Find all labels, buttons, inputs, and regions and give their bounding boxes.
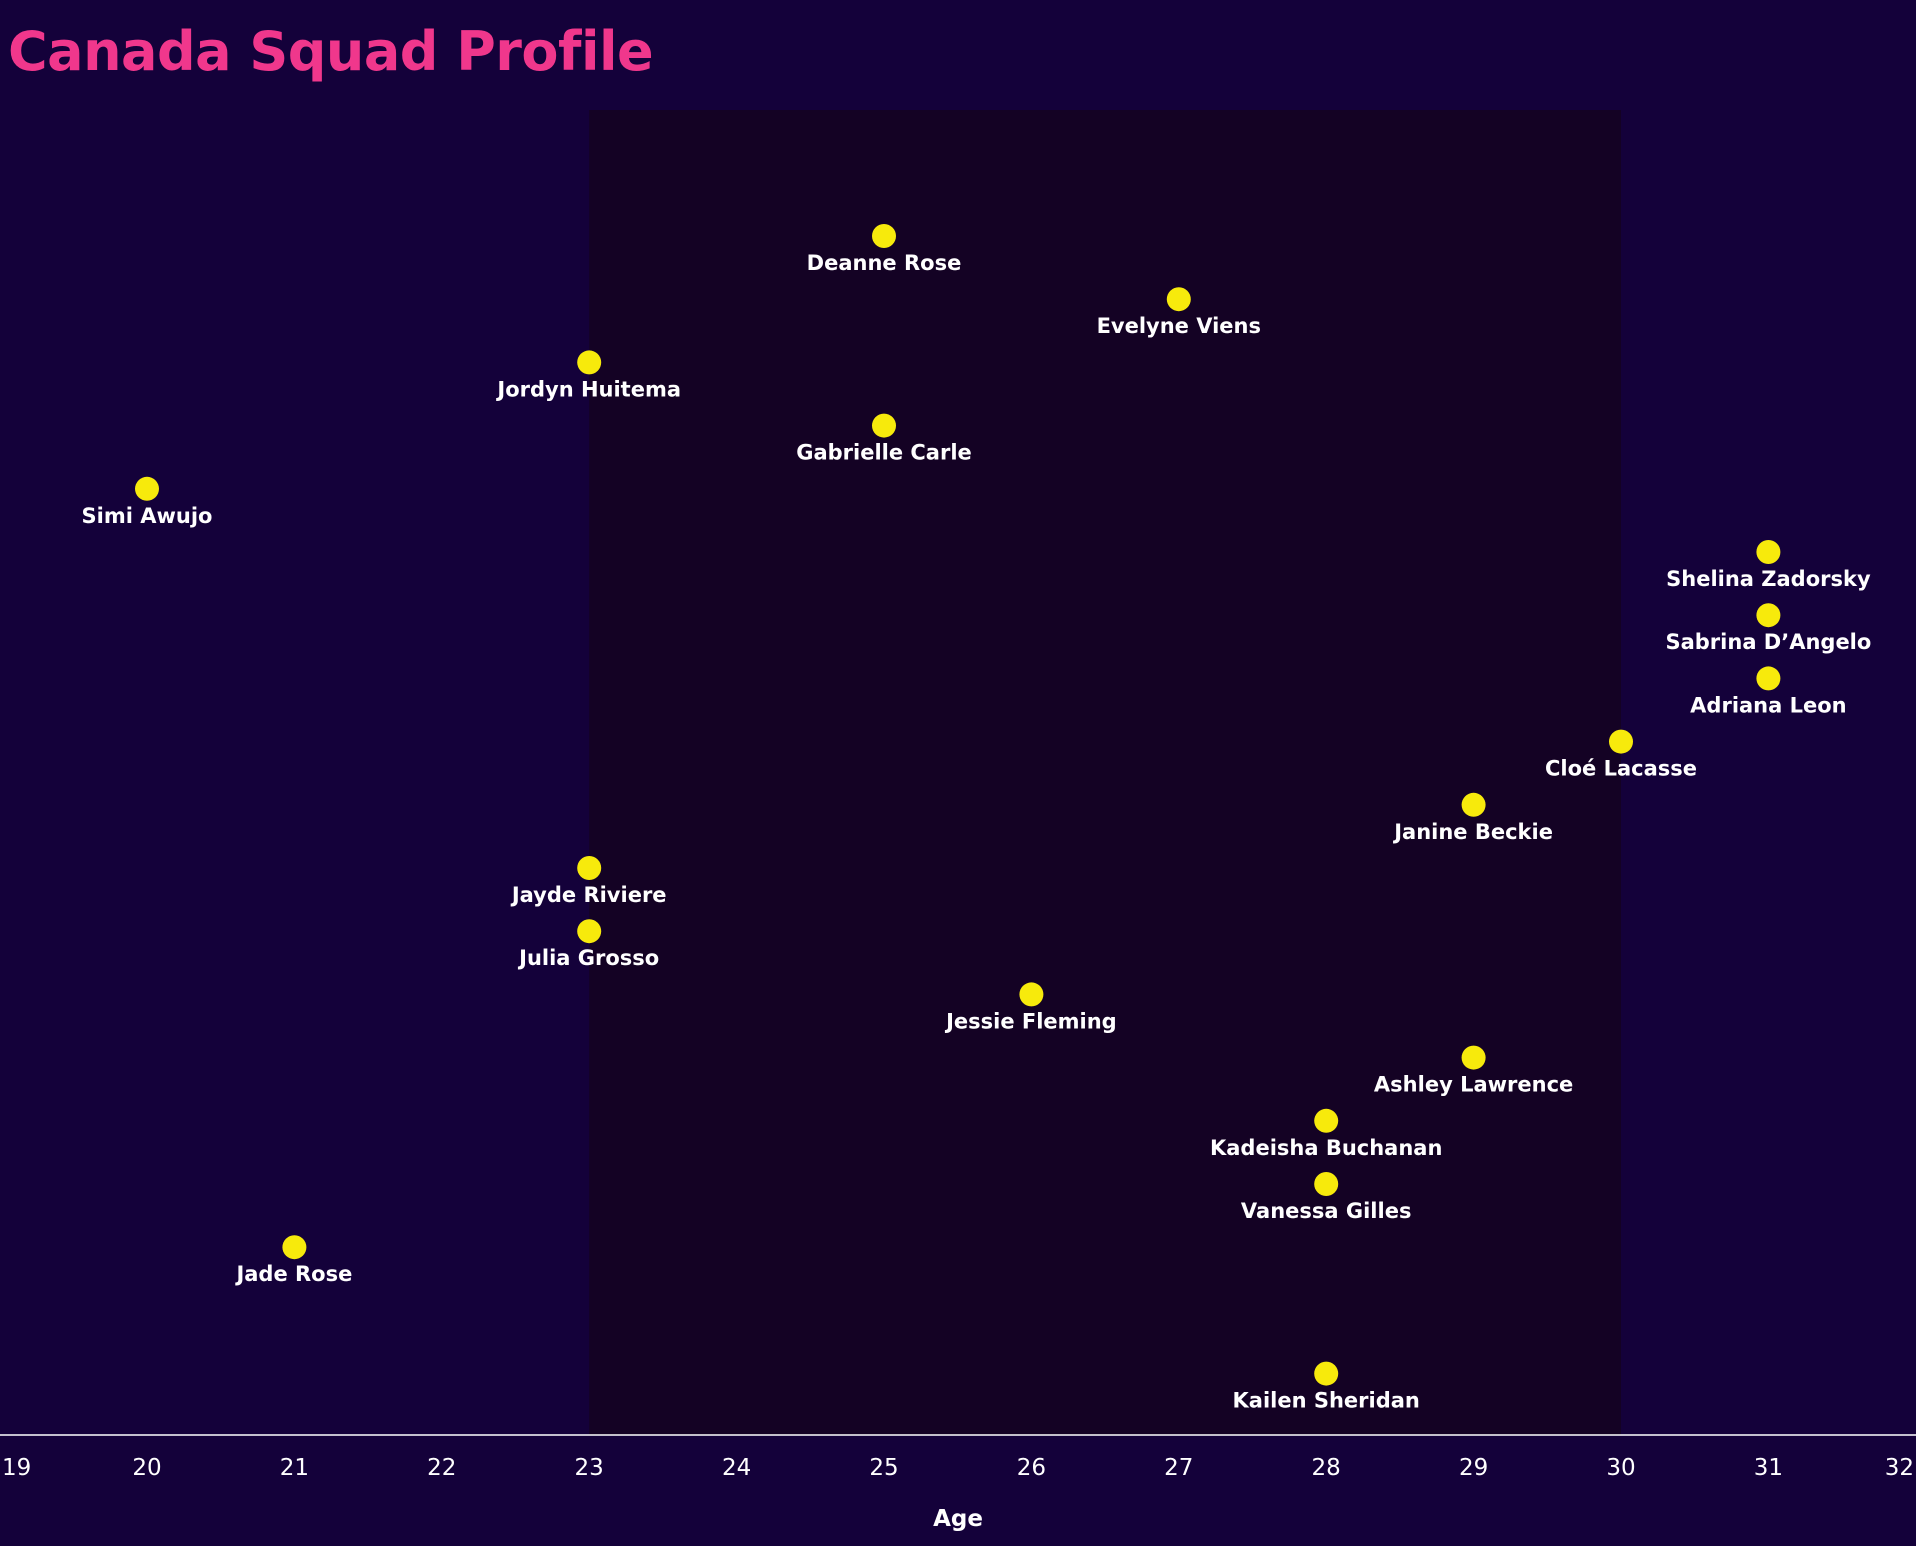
player-label: Cloé Lacasse xyxy=(1545,757,1697,781)
player-label: Julia Grosso xyxy=(517,946,659,970)
chart-title: Canada Squad Profile xyxy=(8,20,654,83)
x-tick-label: 32 xyxy=(1885,1455,1914,1481)
player-label: Vanessa Gilles xyxy=(1241,1199,1412,1223)
player-label: Jade Rose xyxy=(234,1262,352,1286)
player-point xyxy=(1461,792,1486,817)
player-point xyxy=(1166,287,1191,312)
x-tick-label: 22 xyxy=(427,1455,456,1481)
x-tick-label: 30 xyxy=(1606,1455,1635,1481)
x-tick-label: 21 xyxy=(280,1455,309,1481)
player-label: Simi Awujo xyxy=(82,504,213,528)
player-label: Adriana Leon xyxy=(1690,693,1846,717)
x-tick-label: 20 xyxy=(132,1455,161,1481)
player-label: Kadeisha Buchanan xyxy=(1210,1136,1442,1160)
x-tick-label: 19 xyxy=(2,1455,31,1481)
x-tick-label: 27 xyxy=(1164,1455,1193,1481)
player-point xyxy=(577,856,602,880)
player-label: Kailen Sheridan xyxy=(1233,1389,1420,1413)
player-label: Evelyne Viens xyxy=(1097,314,1261,338)
player-point xyxy=(1461,1045,1486,1070)
player-point xyxy=(1756,540,1781,564)
highlight-band xyxy=(589,110,1622,1435)
player-label: Janine Beckie xyxy=(1392,820,1553,844)
x-tick-label: 24 xyxy=(722,1455,751,1481)
player-label: Gabrielle Carle xyxy=(796,441,972,465)
player-point xyxy=(1314,1361,1339,1386)
player-label: Ashley Lawrence xyxy=(1374,1073,1573,1097)
x-tick-label: 23 xyxy=(575,1455,604,1481)
player-label: Deanne Rose xyxy=(807,251,962,275)
player-point xyxy=(872,413,896,438)
player-label: Jordyn Huitema xyxy=(495,377,681,401)
player-point xyxy=(1314,1172,1339,1196)
player-label: Jayde Riviere xyxy=(510,883,667,907)
player-label: Jessie Fleming xyxy=(944,1009,1117,1033)
x-axis-title: Age xyxy=(933,1506,983,1532)
player-label: Sabrina D’Angelo xyxy=(1665,630,1871,654)
player-point xyxy=(872,224,896,248)
player-point xyxy=(577,919,602,944)
data-points xyxy=(135,224,1781,1386)
player-point xyxy=(1756,666,1781,691)
player-point xyxy=(577,350,602,375)
player-point xyxy=(282,1235,307,1260)
player-point xyxy=(1019,982,1044,1007)
x-tick-label: 31 xyxy=(1754,1455,1783,1481)
point-labels: Deanne Rose Evelyne Viens Jordyn Huitema Ga… xyxy=(82,251,1872,1413)
x-axis-ticks: 19 20 21 22 23 24 25 26 27 28 29 30 31 32 xyxy=(2,1455,1914,1481)
player-label: Shelina Zadorsky xyxy=(1666,567,1871,591)
player-point xyxy=(1756,603,1781,628)
player-point xyxy=(1314,1108,1339,1133)
x-tick-label: 28 xyxy=(1312,1455,1341,1481)
x-tick-label: 25 xyxy=(869,1455,898,1481)
player-point xyxy=(1609,729,1633,754)
player-point xyxy=(135,476,159,501)
x-tick-label: 26 xyxy=(1017,1455,1046,1481)
x-tick-label: 29 xyxy=(1459,1455,1488,1481)
